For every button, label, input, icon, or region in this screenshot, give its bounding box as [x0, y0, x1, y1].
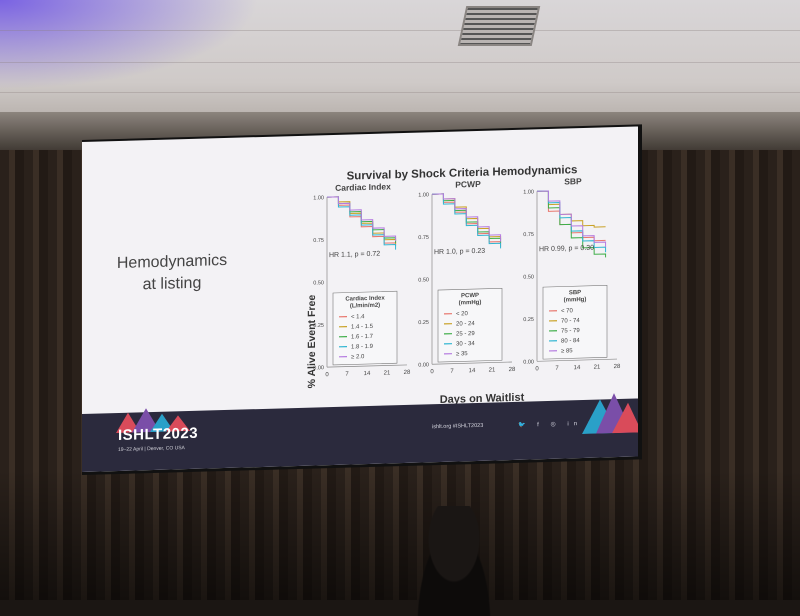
legend-entry: 30 - 34 [456, 341, 475, 348]
x-axis-line [327, 365, 407, 367]
legend-entry: ≥ 35 [456, 351, 468, 357]
legend-entry: < 20 [456, 311, 469, 317]
legend-entry: ≥ 2.0 [351, 354, 365, 360]
legend-entry: 70 - 74 [561, 318, 580, 325]
x-tick-label: 28 [614, 364, 621, 370]
x-tick-label: 21 [594, 365, 601, 371]
panel-title: PCWP [455, 179, 481, 190]
y-tick-label: 0.25 [523, 317, 534, 323]
legend-entry: 80 - 84 [561, 338, 580, 345]
ceiling-tile-line [0, 92, 800, 93]
x-tick-label: 0 [535, 366, 539, 372]
y-tick-label: 0.50 [418, 277, 429, 283]
presentation-slide: Survival by Shock Criteria Hemodynamics … [82, 126, 638, 472]
x-tick-label: 28 [509, 367, 516, 373]
conference-dates: 19–22 April | Denver, CO USA [118, 445, 185, 453]
panel-title: Cardiac Index [335, 181, 391, 193]
x-tick-label: 28 [404, 370, 411, 376]
legend-title: SBP [569, 290, 581, 296]
y-tick-label: 0.50 [523, 274, 534, 280]
x-tick-label: 21 [384, 370, 391, 376]
legend-entry: 1.4 - 1.5 [351, 324, 374, 331]
ceiling-vent [458, 6, 541, 46]
y-tick-label: 0.00 [313, 365, 324, 371]
footer-links: ishlt.org #ISHLT2023 [432, 423, 483, 430]
x-tick-label: 7 [555, 366, 559, 372]
hazard-ratio-annotation: HR 0.99, p = 0.30 [539, 245, 594, 254]
y-tick-label: 1.00 [313, 195, 324, 201]
legend-entry: 1.6 - 1.7 [351, 334, 374, 341]
x-tick-label: 0 [325, 372, 329, 378]
hazard-ratio-annotation: HR 1.1, p = 0.72 [329, 251, 380, 259]
x-tick-label: 14 [364, 371, 371, 377]
legend-entry: 1.8 - 1.9 [351, 344, 374, 351]
survival-curve [327, 195, 396, 243]
legend-entry: < 1.4 [351, 314, 365, 320]
legend-title: PCWP [461, 293, 479, 300]
legend-entry: ≥ 85 [561, 348, 573, 354]
legend-title: (L/min/m2) [350, 303, 380, 310]
legend-entry: 25 - 29 [456, 331, 475, 338]
legend-entry: 75 - 79 [561, 328, 580, 335]
y-tick-label: 0.00 [523, 359, 534, 365]
corner-triangles-icon [582, 388, 638, 434]
survival-charts: Cardiac Index 0.00 0.25 0.50 0.75 1.00 0 7 14 21 2… [82, 126, 638, 412]
legend-title: Cardiac Index [345, 296, 385, 303]
ceiling-tile-line [0, 62, 800, 63]
x-axis-line [537, 359, 617, 361]
hazard-ratio-annotation: HR 1.0, p = 0.23 [434, 248, 485, 256]
brand-logo-text: ISHLT2023 [118, 425, 198, 444]
x-tick-label: 21 [489, 367, 496, 373]
panel-title: SBP [564, 176, 582, 186]
y-tick-label: 0.75 [313, 238, 324, 244]
x-tick-label: 14 [574, 365, 581, 371]
y-tick-label: 1.00 [418, 192, 429, 198]
y-tick-label: 0.25 [313, 323, 324, 329]
x-tick-label: 7 [450, 369, 454, 375]
legend-entry: 20 - 24 [456, 321, 475, 328]
curtain-shadow [0, 470, 800, 600]
x-tick-label: 14 [469, 368, 476, 374]
ceiling-tile-line [0, 30, 800, 31]
x-tick-label: 7 [345, 372, 349, 378]
x-axis-line [432, 362, 512, 364]
legend-title: (mmHg) [564, 297, 587, 304]
legend-entry: < 70 [561, 308, 574, 314]
y-tick-label: 0.75 [418, 235, 429, 241]
purple-light-glow [0, 0, 260, 90]
y-tick-label: 0.00 [418, 362, 429, 368]
x-tick-label: 0 [430, 369, 434, 375]
y-tick-label: 0.25 [418, 320, 429, 326]
survival-curve [537, 189, 606, 249]
y-tick-label: 0.50 [313, 280, 324, 286]
y-tick-label: 1.00 [523, 189, 534, 195]
legend-title: (mmHg) [459, 300, 482, 307]
y-tick-label: 0.75 [523, 232, 534, 238]
